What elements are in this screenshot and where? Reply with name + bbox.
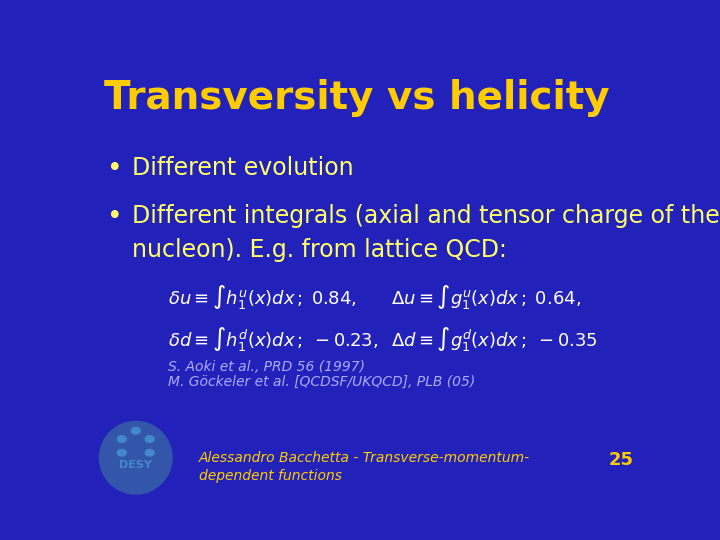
Text: DESY: DESY	[120, 460, 152, 470]
Text: $\delta u \equiv \int h_1^u(x)dx\,;\; 0.84,$: $\delta u \equiv \int h_1^u(x)dx\,;\; 0.…	[168, 283, 357, 311]
Text: $\delta d \equiv \int h_1^d(x)dx\,;\; -0.23,$: $\delta d \equiv \int h_1^d(x)dx\,;\; -0…	[168, 325, 379, 353]
Text: Different integrals (axial and tensor charge of the
nucleon). E.g. from lattice : Different integrals (axial and tensor ch…	[132, 204, 719, 261]
Circle shape	[131, 427, 140, 434]
Text: M. Göckeler et al. [QCDSF/UKQCD], PLB (05): M. Göckeler et al. [QCDSF/UKQCD], PLB (0…	[168, 375, 475, 389]
Text: 25: 25	[609, 451, 634, 469]
Ellipse shape	[99, 421, 172, 494]
Text: •: •	[107, 156, 122, 183]
Text: Transversity vs helicity: Transversity vs helicity	[104, 79, 610, 117]
Text: •: •	[107, 204, 122, 230]
Text: Alessandro Bacchetta - Transverse-momentum-
dependent functions: Alessandro Bacchetta - Transverse-moment…	[199, 451, 530, 483]
Text: S. Aoki et al., PRD 56 (1997): S. Aoki et al., PRD 56 (1997)	[168, 360, 365, 374]
Circle shape	[117, 436, 126, 442]
Text: Different evolution: Different evolution	[132, 156, 354, 180]
Text: $\Delta u \equiv \int g_1^u(x)dx\,;\; 0.64,$: $\Delta u \equiv \int g_1^u(x)dx\,;\; 0.…	[392, 283, 581, 311]
Text: $\Delta d \equiv \int g_1^d(x)dx\,;\; -0.35$: $\Delta d \equiv \int g_1^d(x)dx\,;\; -0…	[392, 325, 598, 353]
Circle shape	[145, 449, 154, 456]
Circle shape	[145, 436, 154, 442]
Circle shape	[117, 449, 126, 456]
